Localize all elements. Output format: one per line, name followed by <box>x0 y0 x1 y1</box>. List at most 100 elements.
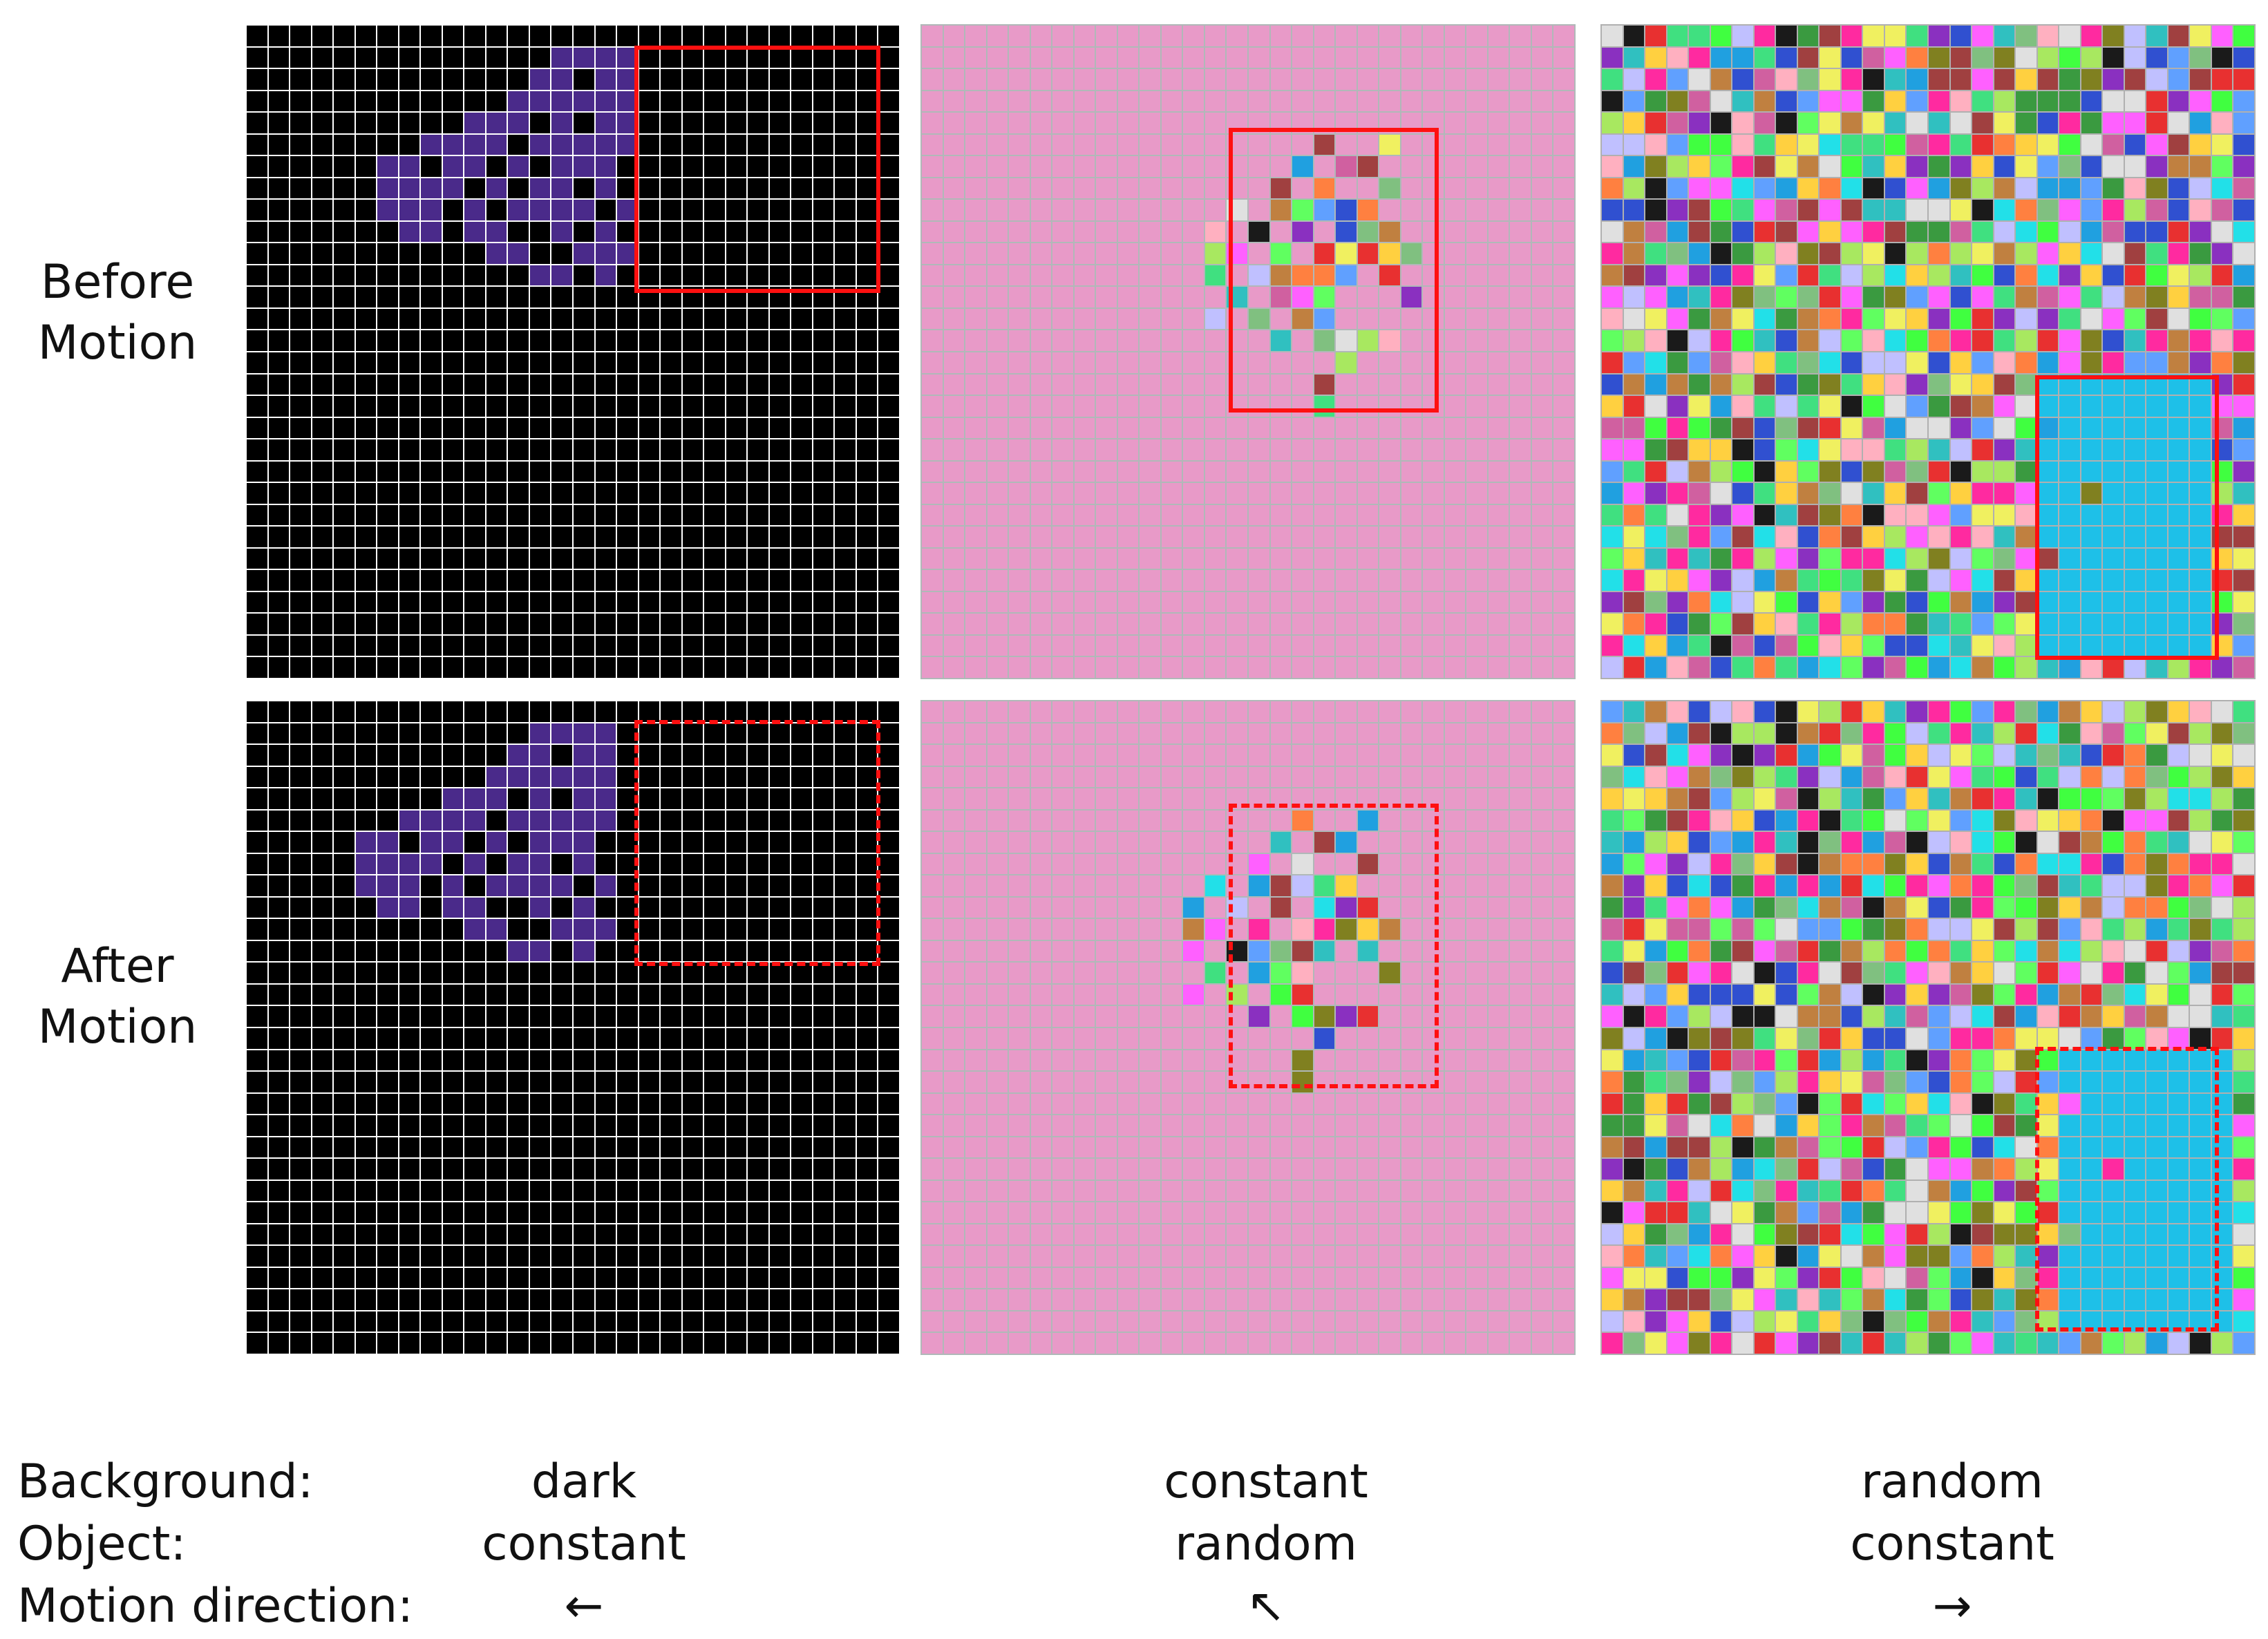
object-cell <box>595 134 616 155</box>
grid-cell <box>2233 287 2254 307</box>
grid-cell <box>1710 875 1732 896</box>
grid-cell <box>1096 1311 1117 1332</box>
grid-cell <box>399 1289 420 1310</box>
object-cell <box>2190 396 2211 417</box>
grid-cell <box>1553 1006 1574 1027</box>
grid-cell <box>1030 1311 1052 1332</box>
grid-cell <box>1401 940 1422 962</box>
grid-cell <box>399 265 420 286</box>
grid-cell <box>1689 374 1710 395</box>
grid-cell <box>726 461 747 482</box>
grid-cell <box>1183 178 1204 199</box>
grid-cell <box>965 635 986 656</box>
grid-cell <box>791 1202 812 1223</box>
grid-cell <box>421 374 442 395</box>
grid-cell <box>2146 178 2167 199</box>
grid-cell <box>247 178 267 199</box>
object-cell <box>2124 591 2146 613</box>
grid-cell <box>1227 1202 1247 1223</box>
grid-cell <box>464 47 485 68</box>
grid-cell <box>1732 810 1753 831</box>
grid-cell <box>987 178 1008 199</box>
grid-cell <box>2190 1027 2211 1049</box>
grid-cell <box>573 504 594 526</box>
object-cell <box>1270 875 1292 896</box>
grid-cell <box>1797 439 1819 460</box>
grid-cell <box>835 156 856 177</box>
grid-cell <box>1602 308 1623 330</box>
grid-cell <box>1950 788 1972 809</box>
grid-cell <box>421 113 442 133</box>
grid-cell <box>1863 439 1884 460</box>
grid-cell <box>1183 701 1204 722</box>
grid-cell <box>2016 69 2037 90</box>
grid-cell <box>1602 134 1623 155</box>
grid-cell <box>1292 1093 1313 1115</box>
grid-cell <box>442 26 464 46</box>
grid-cell <box>1423 221 1444 243</box>
grid-cell <box>486 853 507 875</box>
grid-cell <box>2037 330 2059 351</box>
grid-cell <box>1204 1027 1226 1049</box>
grid-cell <box>791 766 812 788</box>
grid-cell <box>573 1115 594 1136</box>
grid-cell <box>1510 396 1531 417</box>
grid-cell <box>1488 352 1509 373</box>
grid-cell <box>769 1072 791 1092</box>
grid-cell <box>1074 113 1095 133</box>
grid-cell <box>355 1180 377 1202</box>
grid-cell <box>856 1093 878 1115</box>
grid-cell <box>355 1202 377 1223</box>
grid-cell <box>442 308 464 330</box>
grid-cell <box>1444 1072 1466 1092</box>
grid-cell <box>2037 832 2059 853</box>
grid-cell <box>442 504 464 526</box>
grid-cell <box>290 91 311 112</box>
grid-cell <box>573 483 594 504</box>
grid-cell <box>878 1159 899 1179</box>
grid-cell <box>1423 1333 1444 1354</box>
grid-cell <box>1379 1159 1400 1179</box>
grid-cell <box>1863 984 1884 1005</box>
grid-cell <box>1645 810 1666 831</box>
grid-cell <box>1292 745 1313 766</box>
grid-cell <box>1204 352 1226 373</box>
grid-cell <box>1379 1137 1400 1158</box>
grid-cell <box>1488 178 1509 199</box>
grid-cell <box>922 134 943 155</box>
grid-cell <box>1950 439 1972 460</box>
grid-cell <box>1074 527 1095 547</box>
grid-cell <box>312 1137 333 1158</box>
grid-cell <box>1645 113 1666 133</box>
grid-cell <box>835 635 856 656</box>
grid-cell <box>965 766 986 788</box>
grid-cell <box>1623 766 1645 788</box>
grid-cell <box>1052 614 1073 634</box>
grid-cell <box>1183 26 1204 46</box>
grid-cell <box>529 984 551 1005</box>
grid-cell <box>1140 919 1160 940</box>
grid-cell <box>2168 47 2189 68</box>
grid-cell <box>1096 156 1117 177</box>
grid-cell <box>1928 723 1949 744</box>
grid-cell <box>1030 919 1052 940</box>
grid-cell <box>726 352 747 373</box>
grid-cell <box>1248 570 1269 591</box>
grid-cell <box>1270 308 1292 330</box>
grid-cell <box>334 374 355 395</box>
grid-cell <box>1444 745 1466 766</box>
object-cell <box>2037 614 2059 634</box>
grid-cell <box>2168 156 2189 177</box>
object-cell <box>2037 527 2059 547</box>
grid-cell <box>1096 504 1117 526</box>
grid-cell <box>399 417 420 439</box>
grid-cell <box>1553 527 1574 547</box>
grid-cell <box>1444 156 1466 177</box>
grid-cell <box>1379 810 1400 831</box>
grid-cell <box>1488 1072 1509 1092</box>
grid-cell <box>987 1246 1008 1267</box>
grid-cell <box>1292 374 1313 395</box>
grid-cell <box>290 657 311 678</box>
grid-cell <box>1314 1159 1335 1179</box>
grid-cell <box>595 483 616 504</box>
